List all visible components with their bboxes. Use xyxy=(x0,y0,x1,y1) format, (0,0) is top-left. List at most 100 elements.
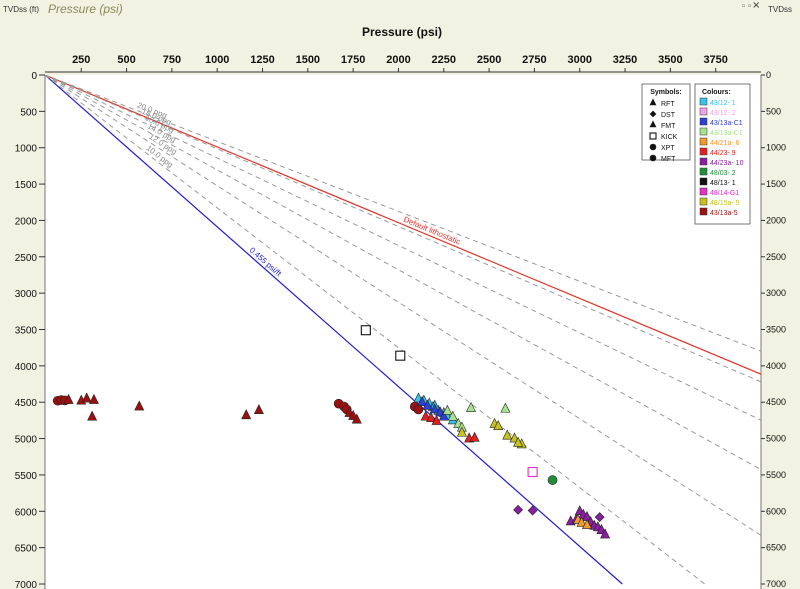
window-title: Pressure (psi) xyxy=(48,2,123,16)
legend-colour-swatch xyxy=(699,147,708,156)
y-tick-label-left: 1500 xyxy=(15,180,38,191)
legend-colour-label: 44/23- 9 xyxy=(710,150,736,157)
legend-symbol-marker xyxy=(649,154,657,162)
top-axis-panel xyxy=(45,18,761,75)
x-tick-label: 1500 xyxy=(296,54,320,66)
x-tick-label: 500 xyxy=(117,54,135,66)
legend-colour-swatch xyxy=(699,97,708,106)
top-right-corner xyxy=(761,0,800,75)
legend-colour-swatch xyxy=(699,207,708,216)
y-tick-label-right: 4000 xyxy=(766,361,786,371)
y-tick-label-right: 2500 xyxy=(766,252,786,262)
legend-colour-label: 48/14-G1 xyxy=(710,190,739,197)
data-point xyxy=(87,410,98,421)
data-point xyxy=(513,504,524,515)
legend-symbol-label: KICK xyxy=(661,134,678,141)
y-tick-label-right: 2000 xyxy=(766,215,786,225)
x-tick-label: 1750 xyxy=(341,54,365,66)
legend-symbol-label: XPT xyxy=(661,145,675,152)
legend-colour-swatch xyxy=(699,137,708,146)
data-point xyxy=(422,399,433,410)
data-point xyxy=(469,431,480,442)
y-tick-label-right: 4500 xyxy=(766,397,786,407)
data-point xyxy=(600,528,611,539)
legend-colour-swatch xyxy=(699,187,708,196)
data-point xyxy=(442,404,453,415)
data-point xyxy=(417,396,428,407)
y-tick-label-left: 500 xyxy=(20,107,37,118)
data-point xyxy=(493,420,504,431)
legend-colour-label: 43/13a-5 xyxy=(710,210,738,217)
data-point xyxy=(438,410,449,421)
legend-colour-label: 43/12- 1 xyxy=(710,100,736,107)
data-point xyxy=(500,402,511,413)
legend-colour-swatch xyxy=(699,157,708,166)
data-point xyxy=(576,516,587,527)
x-tick-label: 2250 xyxy=(432,54,456,66)
gradient-line xyxy=(45,75,761,375)
data-point xyxy=(360,325,371,336)
y-tick-label-right: 7000 xyxy=(766,579,786,589)
y-tick-label-left: 5000 xyxy=(15,435,38,446)
data-point xyxy=(63,393,74,404)
x-tick-label: 2500 xyxy=(477,54,501,66)
legend-symbol-label: FMT xyxy=(661,123,676,130)
y-tick-labels: 0 0 500 500 1000 1000 1500 1500 2000 2000 2500 2500… xyxy=(15,70,786,589)
legend-colour-swatch xyxy=(699,117,708,126)
legend-symbol-marker xyxy=(649,143,657,151)
legend-colour-label: 43/12- 2 xyxy=(710,110,736,117)
y-tick-label-left: 4000 xyxy=(15,362,38,373)
data-point xyxy=(88,393,99,404)
data-point xyxy=(134,400,145,411)
right-axis-header: TVDss xyxy=(768,5,792,14)
gradient-line xyxy=(45,75,761,536)
y-tick-label-left: 6500 xyxy=(15,544,38,555)
restore-icon[interactable]: ◦ xyxy=(747,2,753,12)
y-tick-label-right: 5000 xyxy=(766,434,786,444)
data-point xyxy=(465,401,476,412)
legend-symbol-label: RFT xyxy=(661,101,675,108)
x-tick-label: 2750 xyxy=(522,54,546,66)
data-point xyxy=(527,505,538,516)
legend-colour-label: 44/21a- 6 xyxy=(710,140,740,147)
x-tick-label: 3750 xyxy=(703,54,727,66)
data-point xyxy=(447,410,458,421)
colours-legend-title: Colours: xyxy=(702,89,731,96)
y-tick-label-right: 6500 xyxy=(766,543,786,553)
data-point xyxy=(513,436,524,447)
x-tick-label: 250 xyxy=(72,54,90,66)
gradient-line xyxy=(45,75,761,421)
y-tick-label-left: 1000 xyxy=(15,144,38,155)
legend-symbol-label: MFT xyxy=(661,156,676,163)
data-point xyxy=(581,518,592,529)
y-tick-label-right: 1500 xyxy=(766,179,786,189)
data-point xyxy=(456,426,467,437)
y-tick-label-left: 3000 xyxy=(15,289,38,300)
legend-colour-swatch xyxy=(699,167,708,176)
y-tick-label-left: 2500 xyxy=(15,253,38,264)
symbols-legend: Symbols: RFT DST FMT KICK XPT MFT xyxy=(641,83,691,163)
x-tick-label: 3500 xyxy=(658,54,682,66)
x-tick-label: 2000 xyxy=(386,54,410,66)
gradient-line xyxy=(45,75,623,585)
y-tick-label-right: 6000 xyxy=(766,506,786,516)
data-point xyxy=(426,412,437,423)
colours-legend: Colours: 43/12- 1 43/12- 2 43/13a-C1 43/13a… xyxy=(694,83,751,225)
y-tick-label-left: 6000 xyxy=(15,507,38,518)
pin-icon[interactable]: ◦ xyxy=(741,2,747,12)
legend-symbol-marker xyxy=(649,132,657,140)
data-point xyxy=(413,404,424,415)
data-points xyxy=(52,325,611,539)
close-icon[interactable]: × xyxy=(752,0,761,11)
x-tick-label: 1000 xyxy=(205,54,229,66)
x-tick-label: 750 xyxy=(163,54,181,66)
legend-colour-label: 44/23a- 10 xyxy=(710,160,744,167)
data-point xyxy=(395,350,406,361)
left-axis-header: TVDss (ft) xyxy=(3,5,39,14)
legend-colour-label: 48/03- 2 xyxy=(710,170,736,177)
x-tick-labels: 250 500 750 1000 1250 1500 1750 2000 2250 2500 275… xyxy=(72,54,728,72)
x-axis-title: Pressure (psi) xyxy=(362,25,442,39)
y-tick-label-right: 500 xyxy=(766,106,781,116)
data-point xyxy=(420,410,431,421)
